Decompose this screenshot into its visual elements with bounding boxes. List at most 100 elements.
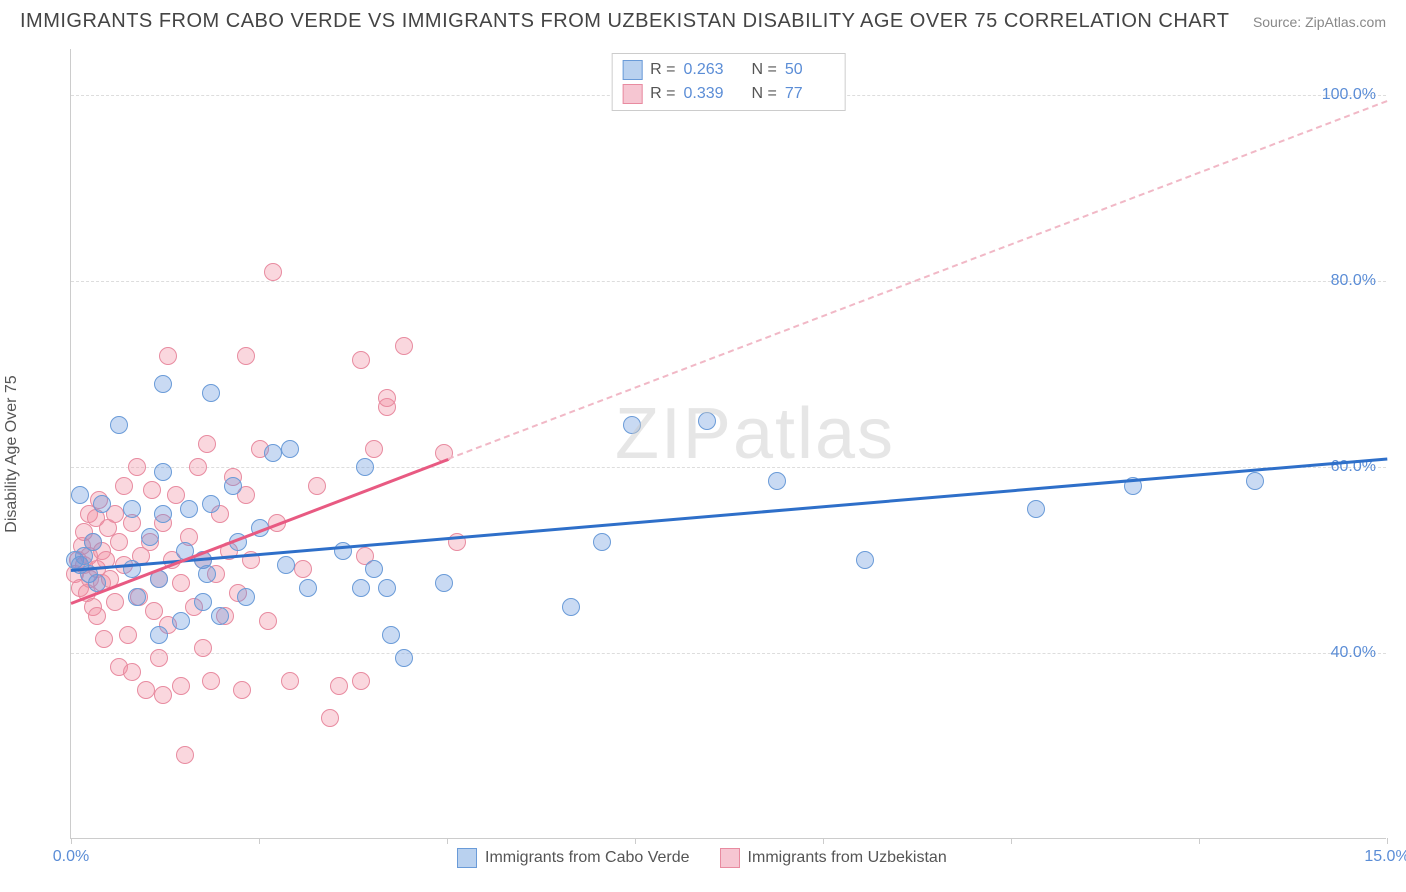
y-tick-label: 40.0% bbox=[1331, 644, 1376, 662]
series-a-point bbox=[211, 607, 229, 625]
x-tick-mark bbox=[447, 838, 448, 844]
gridline bbox=[71, 653, 1386, 654]
series-b-point bbox=[330, 677, 348, 695]
series-a-point bbox=[435, 574, 453, 592]
series-a-point bbox=[224, 477, 242, 495]
chart-header: IMMIGRANTS FROM CABO VERDE VS IMMIGRANTS… bbox=[0, 0, 1406, 39]
series-a-point bbox=[264, 444, 282, 462]
legend-r-label: R = bbox=[650, 85, 675, 103]
x-tick-mark bbox=[1199, 838, 1200, 844]
source-attribution: Source: ZipAtlas.com bbox=[1253, 14, 1386, 30]
series-a-point bbox=[299, 579, 317, 597]
chart-title: IMMIGRANTS FROM CABO VERDE VS IMMIGRANTS… bbox=[20, 10, 1229, 33]
legend-stats-row-b: R =0.339N =77 bbox=[622, 82, 835, 106]
series-a-point bbox=[281, 440, 299, 458]
series-b-point bbox=[264, 263, 282, 281]
legend-r-value-b: 0.339 bbox=[684, 85, 734, 103]
series-b-point bbox=[143, 481, 161, 499]
series-a-point bbox=[1027, 500, 1045, 518]
series-a-point bbox=[623, 416, 641, 434]
series-b-point bbox=[123, 663, 141, 681]
legend-series-label-a: Immigrants from Cabo Verde bbox=[485, 849, 690, 867]
series-b-point bbox=[378, 389, 396, 407]
series-a-point bbox=[202, 495, 220, 513]
y-tick-label: 80.0% bbox=[1331, 272, 1376, 290]
series-b-point bbox=[172, 574, 190, 592]
legend-stats-box: R =0.263N =50R =0.339N =77 bbox=[611, 53, 846, 111]
x-tick-mark bbox=[71, 838, 72, 844]
legend-series-box: Immigrants from Cabo Verde Immigrants fro… bbox=[457, 848, 947, 868]
x-tick-mark bbox=[823, 838, 824, 844]
series-a-point bbox=[141, 528, 159, 546]
legend-n-label: N = bbox=[752, 61, 777, 79]
x-tick-label: 15.0% bbox=[1364, 848, 1406, 866]
series-b-point bbox=[154, 686, 172, 704]
legend-swatch-bottom-a bbox=[457, 848, 477, 868]
series-a-point bbox=[378, 579, 396, 597]
series-a-point bbox=[382, 626, 400, 644]
series-b-point bbox=[88, 607, 106, 625]
series-b-point bbox=[150, 649, 168, 667]
series-a-point bbox=[93, 495, 111, 513]
x-tick-mark bbox=[635, 838, 636, 844]
legend-series-item-a: Immigrants from Cabo Verde bbox=[457, 848, 690, 868]
series-b-point bbox=[128, 458, 146, 476]
series-b-point bbox=[106, 593, 124, 611]
series-b-point bbox=[321, 709, 339, 727]
series-b-point bbox=[189, 458, 207, 476]
gridline bbox=[71, 467, 1386, 468]
series-a-point bbox=[562, 598, 580, 616]
series-a-point bbox=[154, 505, 172, 523]
series-a-point bbox=[365, 560, 383, 578]
series-b-point bbox=[308, 477, 326, 495]
series-a-point bbox=[352, 579, 370, 597]
x-tick-mark bbox=[259, 838, 260, 844]
chart-container: Disability Age Over 75 40.0%60.0%80.0%10… bbox=[20, 39, 1386, 869]
series-b-point bbox=[233, 681, 251, 699]
y-axis-label: Disability Age Over 75 bbox=[3, 375, 21, 532]
series-a-point bbox=[154, 463, 172, 481]
gridline bbox=[71, 281, 1386, 282]
legend-stats-row-a: R = 0.263 N = 50 bbox=[622, 58, 835, 82]
series-a-point bbox=[1246, 472, 1264, 490]
series-a-point bbox=[71, 486, 89, 504]
series-b-point bbox=[119, 626, 137, 644]
trend-line-b-dash bbox=[448, 100, 1387, 460]
series-b-point bbox=[352, 351, 370, 369]
x-tick-mark bbox=[1011, 838, 1012, 844]
series-b-point bbox=[194, 639, 212, 657]
series-a-point bbox=[237, 588, 255, 606]
x-tick-mark bbox=[1387, 838, 1388, 844]
series-a-point bbox=[154, 375, 172, 393]
series-a-point bbox=[395, 649, 413, 667]
series-b-point bbox=[172, 677, 190, 695]
series-a-point bbox=[128, 588, 146, 606]
series-a-point bbox=[84, 533, 102, 551]
series-b-point bbox=[115, 477, 133, 495]
series-b-point bbox=[259, 612, 277, 630]
series-b-point bbox=[159, 347, 177, 365]
series-b-point bbox=[365, 440, 383, 458]
watermark: ZIPatlas bbox=[615, 393, 895, 475]
series-b-point bbox=[352, 672, 370, 690]
series-a-point bbox=[277, 556, 295, 574]
series-a-point bbox=[172, 612, 190, 630]
trend-line-a bbox=[71, 458, 1387, 573]
series-a-point bbox=[180, 500, 198, 518]
series-b-point bbox=[110, 533, 128, 551]
series-b-point bbox=[294, 560, 312, 578]
series-b-point bbox=[95, 630, 113, 648]
series-b-point bbox=[237, 347, 255, 365]
plot-area: 40.0%60.0%80.0%100.0%0.0%15.0%ZIPatlasR … bbox=[70, 49, 1386, 839]
legend-r-value-a: 0.263 bbox=[684, 61, 734, 79]
legend-r-label: R = bbox=[650, 61, 675, 79]
x-tick-label: 0.0% bbox=[53, 848, 89, 866]
legend-n-value-a: 50 bbox=[785, 61, 835, 79]
series-a-point bbox=[123, 500, 141, 518]
series-a-point bbox=[593, 533, 611, 551]
series-a-point bbox=[356, 458, 374, 476]
series-a-point bbox=[698, 412, 716, 430]
series-b-point bbox=[137, 681, 155, 699]
series-a-point bbox=[856, 551, 874, 569]
legend-series-label-b: Immigrants from Uzbekistan bbox=[748, 849, 947, 867]
